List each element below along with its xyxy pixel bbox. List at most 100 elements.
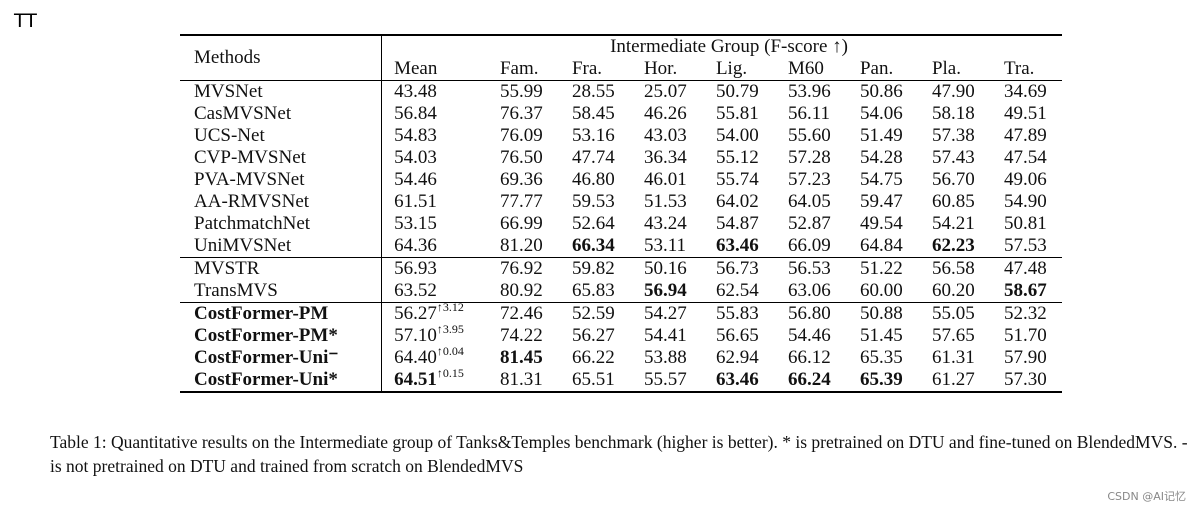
best-value: 63.46	[715, 235, 759, 256]
mean-cell: 64.36	[381, 235, 486, 258]
value-cell: 53.96	[773, 80, 846, 103]
value-cell: 56.27	[571, 325, 615, 346]
mean-cell: 56.84	[381, 103, 486, 125]
mean-cell: 54.46	[381, 169, 486, 191]
best-value: 62.23	[931, 235, 975, 256]
corner-label: TT	[14, 10, 37, 32]
value-cell: 63.06	[787, 280, 831, 301]
mean-cell: 64.40↑0.04	[381, 344, 486, 369]
value-cell: 43.24	[643, 213, 687, 234]
value-cell: 54.87	[715, 213, 759, 234]
value-cell: 54.06	[859, 103, 903, 124]
value-cell: 64.84	[859, 235, 903, 256]
value-cell: 77.77	[499, 191, 543, 212]
value-cell: 74.22	[499, 325, 543, 346]
value-cell: 55.83	[701, 302, 774, 325]
mean-value: 56.27	[394, 303, 437, 324]
mean-value: 57.10	[394, 325, 437, 346]
best-value: 66.24	[787, 369, 831, 390]
value-cell: 46.80	[571, 169, 615, 190]
value-cell: 57.43	[931, 147, 975, 168]
value-cell: 43.03	[643, 125, 687, 146]
mean-cell: 57.10↑3.95	[381, 322, 486, 347]
value-cell: 50.16	[629, 257, 702, 280]
value-cell: 47.89	[1003, 125, 1047, 146]
value-cell: 64.05	[787, 191, 831, 212]
mean-cell: 56.27↑3.12	[381, 300, 486, 325]
table-row: MVSNet 43.48 55.99 28.55 25.07 50.79 53.…	[180, 80, 1062, 103]
mean-cell: 61.51	[381, 191, 486, 213]
table-row: UCS-Net 54.83 76.09 53.16 43.03 54.00 55…	[180, 125, 1062, 147]
value-cell: 55.05	[917, 302, 990, 325]
value-cell: 49.06	[1003, 169, 1047, 190]
value-cell: 59.47	[859, 191, 903, 212]
value-cell: 54.90	[1003, 191, 1047, 212]
value-cell: 63.46	[702, 235, 774, 258]
col-header: M60	[773, 58, 846, 81]
value-cell: 61.31	[931, 347, 975, 368]
watermark: CSDN @AI记忆	[1107, 490, 1186, 503]
mean-gain: ↑3.12	[436, 300, 464, 314]
method-cell: AA-RMVSNet	[194, 191, 310, 212]
method-cell: CostFormer-PM*	[180, 325, 382, 347]
value-cell: 55.12	[715, 147, 759, 168]
col-header: Tra.	[989, 58, 1062, 81]
method-cell: MVSNet	[180, 80, 382, 103]
value-cell: 66.22	[571, 347, 615, 368]
value-cell: 52.87	[787, 213, 831, 234]
method-cell: PatchmatchNet	[194, 213, 311, 234]
method-cell: MVSTR	[180, 257, 382, 280]
method-cell: CostFormer-Uni⁻	[180, 347, 382, 369]
value-cell: 62.94	[715, 347, 759, 368]
value-cell: 81.20	[499, 235, 543, 256]
value-cell: 76.09	[499, 125, 543, 146]
value-cell: 66.12	[787, 347, 831, 368]
table-row: MVSTR 56.93 76.92 59.82 50.16 56.73 56.5…	[180, 257, 1062, 280]
mean-cell: 56.93	[381, 257, 486, 280]
results-table: Methods Intermediate Group (F-score ↑) M…	[180, 34, 1062, 393]
value-cell: 50.88	[845, 302, 918, 325]
value-cell: 76.37	[499, 103, 543, 124]
value-cell: 51.53	[643, 191, 687, 212]
value-cell: 56.70	[931, 169, 975, 190]
table-row: CostFormer-Uni* 64.51↑0.15 81.31 65.51 5…	[180, 367, 1062, 393]
method-cell: CasMVSNet	[194, 103, 292, 124]
method-cell: TransMVS	[194, 280, 278, 301]
table-row: CostFormer-Uni⁻ 64.40↑0.04 81.45 66.22 5…	[180, 344, 1062, 369]
mean-cell: 63.52	[381, 280, 486, 303]
table-row: CostFormer-PM 56.27↑3.12 72.46 52.59 54.…	[180, 300, 1062, 325]
value-cell: 53.11	[643, 235, 686, 256]
table-row: CasMVSNet 56.84 76.37 58.45 46.26 55.81 …	[180, 103, 1062, 125]
value-cell: 59.53	[571, 191, 615, 212]
value-cell: 52.64	[571, 213, 615, 234]
value-cell: 50.86	[845, 80, 918, 103]
value-cell: 57.28	[787, 147, 831, 168]
value-cell: 52.59	[557, 302, 630, 325]
value-cell: 58.67	[990, 280, 1062, 303]
value-cell: 36.34	[643, 147, 687, 168]
value-cell: 57.30	[989, 369, 1062, 393]
value-cell: 64.02	[715, 191, 759, 212]
methods-header: Methods	[180, 34, 382, 81]
value-cell: 57.90	[1003, 347, 1047, 368]
best-value: 63.46	[715, 369, 759, 390]
value-cell: 66.09	[787, 235, 831, 256]
mean-gain: ↑3.95	[436, 322, 464, 336]
value-cell: 57.38	[931, 125, 975, 146]
mean-cell: 64.51↑0.15	[381, 367, 486, 393]
value-cell: 59.82	[557, 257, 630, 280]
table-header-row: Methods Intermediate Group (F-score ↑)	[180, 34, 1062, 81]
table-subheader-row: Mean Fam. Fra. Hor. Lig. M60 Pan. Pla. T…	[180, 58, 1062, 81]
value-cell: 51.45	[859, 325, 903, 346]
value-cell: 63.46	[701, 369, 774, 393]
value-cell: 47.48	[989, 257, 1062, 280]
value-cell: 56.53	[773, 257, 846, 280]
value-cell: 46.26	[643, 103, 687, 124]
value-cell: 55.81	[715, 103, 759, 124]
table-caption: Table 1: Quantitative results on the Int…	[50, 432, 1188, 476]
method-cell: CostFormer-Uni*	[180, 369, 382, 393]
best-value: 65.39	[859, 369, 903, 390]
mean-gain: ↑0.04	[436, 344, 464, 358]
mean-cell: 53.15	[381, 213, 486, 235]
value-cell: 47.90	[917, 80, 990, 103]
